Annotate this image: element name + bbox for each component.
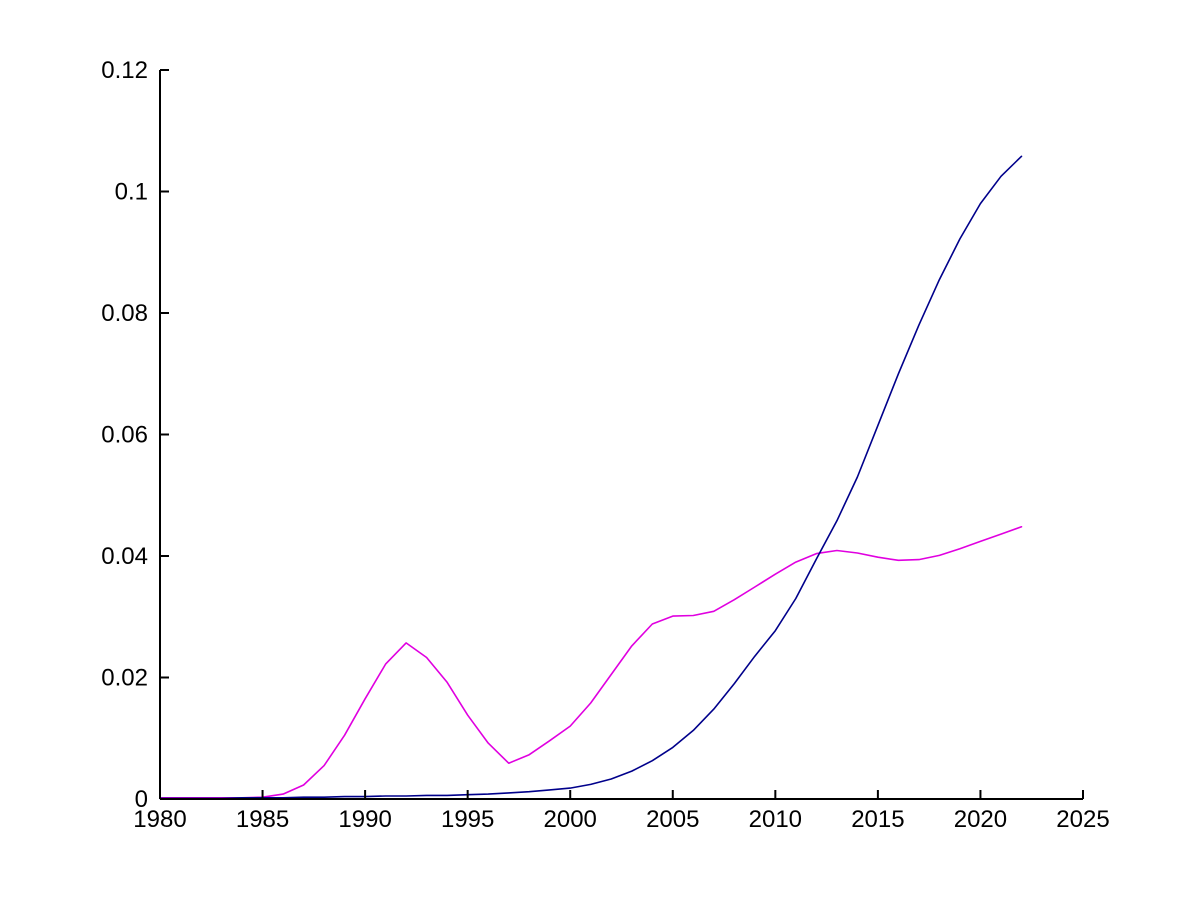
y-tick-label: 0.02 [101,665,148,692]
magenta-line [159,525,1023,799]
x-tick-label: 2000 [544,806,597,833]
y-tick-label: 0.12 [101,57,148,84]
x-tick-label: 2020 [954,806,1007,833]
x-tick-label: 2015 [851,806,904,833]
y-tick-label: 0.06 [101,422,148,449]
x-tick-label: 1990 [338,806,391,833]
x-tick-label: 2005 [646,806,699,833]
x-tick-label: 2010 [749,806,802,833]
tick-label-group: 0 0.02 0.04 0.06 0.08 0.1 0.12 1980 1985 1990 1995… [101,57,1109,833]
dark-blue-line [159,155,1023,800]
axes-group [159,70,1083,800]
y-tick-label: 0.1 [115,179,148,206]
y-tick-label: 0 [135,786,148,813]
x-tick-label: 1985 [236,806,289,833]
x-tick-label: 2025 [1056,806,1109,833]
y-tick-label: 0.04 [101,543,148,570]
x-tick-label: 1995 [441,806,494,833]
series-group [159,155,1023,800]
y-tick-label: 0.08 [101,300,148,327]
tick-group [159,69,1084,800]
x-tick-label: 1980 [133,806,186,833]
